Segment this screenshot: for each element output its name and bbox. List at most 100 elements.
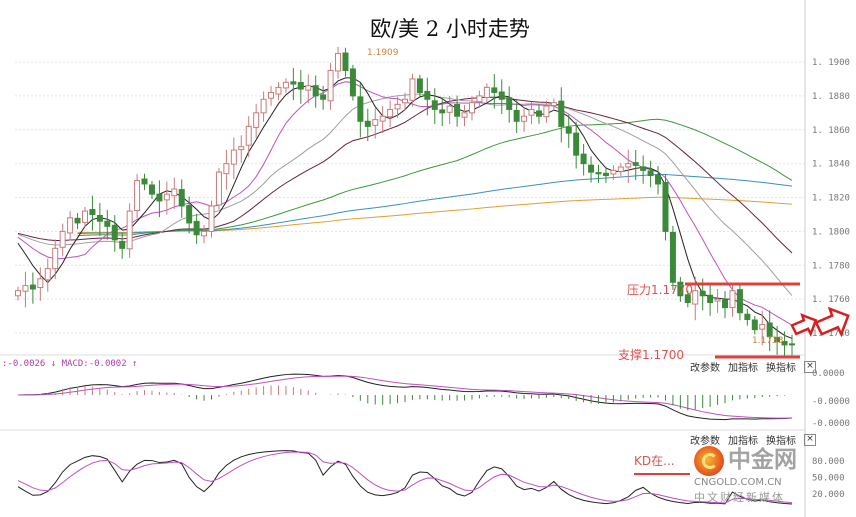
red-arrow-icon [814, 306, 850, 338]
candle-body [677, 281, 684, 297]
candle-body [468, 102, 475, 114]
candle-body [44, 268, 51, 281]
candle-body [647, 170, 654, 176]
candle-body [96, 214, 103, 222]
candle-body [312, 85, 319, 97]
candle-body [81, 210, 88, 223]
candle-body [744, 313, 751, 320]
candle-body [282, 81, 289, 89]
candle-body [89, 209, 96, 215]
y-tick-label: 1. 1740 [812, 329, 850, 339]
y-tick-label: 1. 1800 [812, 227, 850, 237]
candle-body [29, 284, 36, 290]
candle-body [134, 180, 141, 212]
candle-body [714, 298, 721, 302]
candle-body [610, 169, 617, 175]
candle-body [305, 85, 312, 91]
candle-body [669, 231, 676, 283]
candle-body [409, 78, 416, 101]
candle-body [595, 172, 602, 175]
edit-params-button[interactable]: 改参数 [690, 436, 720, 447]
logo-name: 中金网 [728, 447, 797, 473]
candle-body [789, 343, 795, 346]
candle-body [513, 109, 520, 122]
candle-body [729, 290, 736, 309]
candle-body [215, 171, 222, 206]
candle-body [342, 52, 349, 71]
candle-body [565, 126, 572, 134]
candle-body [126, 210, 133, 250]
candle-body [722, 299, 729, 309]
high-price-label: 1.1909 [367, 48, 399, 58]
logo-domain: CNGOLD.COM.CN [694, 477, 782, 488]
cngold-watermark: 中金网 CNGOLD.COM.CN 中文财经新媒体 [694, 446, 802, 506]
add-indicator-button[interactable]: 加指标 [728, 363, 758, 374]
close-icon[interactable]: × [804, 360, 816, 373]
candle-body [461, 112, 468, 118]
kd-d-line [17, 451, 793, 504]
candle-body [454, 104, 461, 117]
candle-body [67, 217, 74, 234]
macd-label: :-0.0026 ↓ MACD:-0.0002 ↑ [2, 359, 138, 369]
candle-body [349, 68, 356, 97]
kd-k-line [17, 450, 793, 505]
chart-title: 欧/美 2 小时走势 [370, 17, 530, 41]
candle-body [74, 217, 81, 224]
candle-body [297, 81, 304, 90]
candle-body [692, 290, 699, 305]
kd-tick-label: 50.000 [812, 474, 845, 484]
switch-indicator-button[interactable]: 换指标 [766, 363, 796, 374]
ma30-line [17, 96, 793, 254]
edit-params-button[interactable]: 改参数 [690, 363, 720, 374]
candle-body [372, 119, 379, 126]
logo-icon [694, 446, 724, 476]
candle-body [201, 230, 208, 237]
candle-body [588, 164, 595, 173]
y-tick-label: 1. 1760 [812, 295, 850, 305]
candle-body [498, 91, 505, 100]
candle-body [275, 86, 282, 95]
candle-body [163, 193, 170, 201]
macd-dea-line [17, 375, 793, 419]
candle-body [766, 322, 773, 337]
macd-toolbar: 改参数 加指标 换指标 × [690, 359, 816, 374]
candle-body [662, 181, 669, 232]
candle-body [22, 285, 29, 292]
candle-body [156, 193, 163, 202]
y-tick-label: 1. 1840 [812, 160, 850, 170]
candle-body [602, 172, 609, 176]
macd-tick-label: -0.0000 [812, 397, 850, 407]
candle-body [684, 294, 691, 304]
y-tick-label: 1. 1860 [812, 126, 850, 136]
candle-body [208, 205, 215, 232]
candle-body [245, 125, 252, 146]
candle-body [379, 115, 386, 122]
candle-body [402, 98, 408, 104]
resistance-label: 压力1.1770 [627, 283, 693, 297]
candle-body [439, 109, 446, 114]
candle-body [148, 184, 155, 195]
kd-tick-label: 20.000 [812, 490, 845, 500]
kd-label: KD在... [634, 454, 675, 468]
close-icon[interactable]: × [804, 433, 816, 446]
candle-body [528, 108, 535, 116]
candle-body [491, 87, 498, 93]
candle-body [387, 108, 394, 118]
candle-body [617, 166, 624, 172]
candle-body [178, 189, 185, 207]
candle-body [253, 112, 260, 128]
candle-body [119, 240, 126, 249]
candle-body [223, 163, 230, 175]
candle-body [558, 100, 565, 127]
switch-indicator-button[interactable]: 换指标 [766, 436, 796, 447]
add-indicator-button[interactable]: 加指标 [728, 436, 758, 447]
candle-body [550, 102, 557, 107]
candle-body [781, 341, 788, 346]
last-price-label: 1.1733 [752, 336, 784, 346]
candle-body [632, 162, 639, 166]
candle-body [431, 100, 438, 110]
candle-body [260, 98, 267, 114]
candle-body [238, 146, 245, 151]
candle-body [774, 336, 781, 343]
